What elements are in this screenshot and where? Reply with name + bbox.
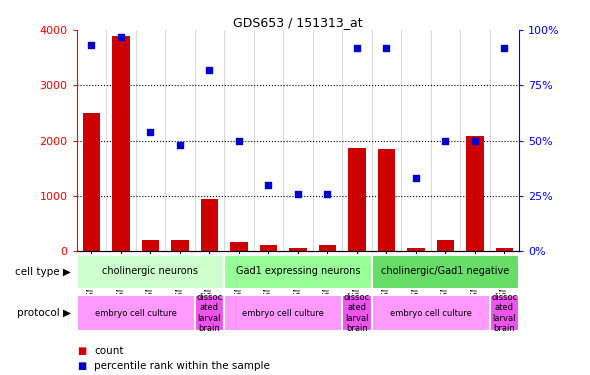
Bar bbox=[437, 240, 454, 251]
Point bbox=[500, 45, 509, 51]
Bar bbox=[490, 295, 519, 331]
Text: cholinergic neurons: cholinergic neurons bbox=[103, 266, 198, 276]
Bar bbox=[224, 255, 372, 289]
Point bbox=[352, 45, 362, 51]
Bar bbox=[342, 295, 372, 331]
Text: count: count bbox=[94, 346, 124, 355]
Point bbox=[441, 138, 450, 144]
Point bbox=[470, 138, 480, 144]
Text: ■: ■ bbox=[77, 361, 86, 370]
Bar bbox=[83, 113, 100, 251]
Bar bbox=[230, 242, 248, 251]
Point bbox=[205, 67, 214, 73]
Bar bbox=[496, 248, 513, 251]
Bar bbox=[289, 248, 307, 251]
Text: embryo cell culture: embryo cell culture bbox=[95, 309, 176, 318]
Text: embryo cell culture: embryo cell culture bbox=[242, 309, 324, 318]
Bar bbox=[319, 245, 336, 251]
Text: dissoc
ated
larval
brain: dissoc ated larval brain bbox=[196, 293, 222, 333]
Point bbox=[146, 129, 155, 135]
Bar bbox=[224, 295, 342, 331]
Text: protocol ▶: protocol ▶ bbox=[17, 308, 71, 318]
Bar bbox=[466, 136, 484, 251]
Bar bbox=[77, 255, 224, 289]
Point bbox=[87, 42, 96, 48]
Bar bbox=[142, 240, 159, 251]
Text: cell type ▶: cell type ▶ bbox=[15, 267, 71, 277]
Text: embryo cell culture: embryo cell culture bbox=[390, 309, 471, 318]
Bar bbox=[378, 149, 395, 251]
Point bbox=[234, 138, 244, 144]
Bar bbox=[372, 255, 519, 289]
Point bbox=[116, 34, 126, 40]
Point bbox=[264, 182, 273, 188]
Point bbox=[411, 175, 421, 181]
Bar bbox=[260, 245, 277, 251]
Bar bbox=[112, 36, 130, 251]
Title: GDS653 / 151313_at: GDS653 / 151313_at bbox=[233, 16, 363, 29]
Point bbox=[323, 191, 332, 197]
Point bbox=[175, 142, 185, 148]
Bar bbox=[348, 148, 366, 251]
Point bbox=[293, 191, 303, 197]
Bar bbox=[372, 295, 490, 331]
Bar bbox=[171, 240, 189, 251]
Bar bbox=[77, 295, 195, 331]
Point bbox=[382, 45, 391, 51]
Bar bbox=[407, 248, 425, 251]
Text: ■: ■ bbox=[77, 346, 86, 355]
Bar bbox=[201, 199, 218, 251]
Text: Gad1 expressing neurons: Gad1 expressing neurons bbox=[235, 266, 360, 276]
Text: cholinergic/Gad1 negative: cholinergic/Gad1 negative bbox=[381, 266, 510, 276]
Bar bbox=[195, 295, 224, 331]
Text: dissoc
ated
larval
brain: dissoc ated larval brain bbox=[491, 293, 517, 333]
Text: dissoc
ated
larval
brain: dissoc ated larval brain bbox=[344, 293, 370, 333]
Text: percentile rank within the sample: percentile rank within the sample bbox=[94, 361, 270, 370]
